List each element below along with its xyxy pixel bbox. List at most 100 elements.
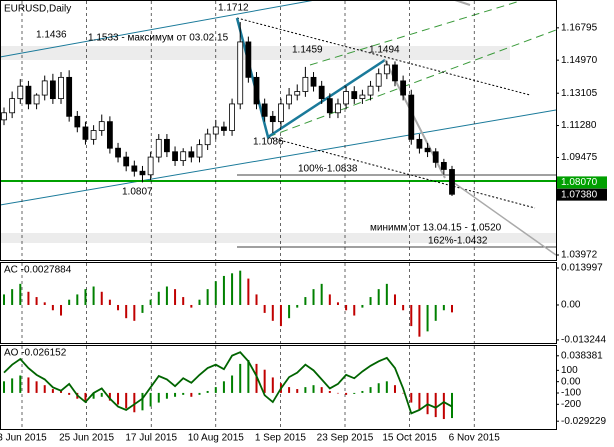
candle-body [66,76,73,117]
histogram-bar [442,392,445,420]
candle-body [253,76,260,105]
candle-body [33,94,40,105]
histogram-bar [182,297,185,305]
y-tick-label: -0.029229 [561,416,606,427]
histogram-bar [149,299,152,305]
histogram-bar [353,392,356,394]
histogram-bar [255,294,258,305]
annotation: 1.1436 [36,30,67,41]
candle-body [139,170,146,176]
histogram-bar [361,390,364,393]
histogram-bar [165,392,168,399]
candle-body [294,91,301,96]
x-tick-label: 25 Jun 2015 [59,433,114,444]
candle-body [9,98,16,114]
histogram-bar [190,392,193,397]
candle-body [392,64,398,82]
histogram-bar [141,392,144,411]
histogram-bar [385,381,388,393]
histogram-bar [182,392,185,395]
histogram-bar [43,385,46,393]
histogram-bar [141,304,144,313]
histogram-bar [296,389,299,393]
histogram-bar [27,377,30,393]
candle-body [383,64,390,75]
histogram-bar [27,291,30,305]
histogram-bar [68,299,71,305]
histogram-bar [320,283,323,305]
histogram-bar [288,387,291,393]
histogram-bar [263,369,266,393]
candle-body [221,126,227,131]
histogram-bar [222,381,225,393]
panel-title: AO -0.026152 [4,348,67,359]
histogram-bar [19,283,22,305]
candle-body [302,76,309,92]
histogram-bar [206,390,209,393]
price-marker-label: 1.08070 [561,177,598,188]
histogram-bar [149,392,152,407]
histogram-bar [133,304,136,321]
histogram-bar [11,378,14,393]
candle-body [408,94,415,140]
x-tick-label: 15 Oct 2015 [382,433,437,444]
candle-body [172,151,178,162]
candle-body [164,138,170,153]
histogram-bar [393,294,396,305]
histogram-bar [418,304,421,337]
plot [1,22,455,420]
y-tick-label: 0.00 [561,300,581,311]
candle-body [424,147,431,153]
histogram-bar [312,385,315,393]
histogram-bar [328,294,331,305]
histogram-bar [51,389,54,393]
y-tick-label: 1.03972 [561,250,598,261]
annotation: минимм от 13.04.15 - 1.0520 [370,223,502,234]
annotation: 1.1494 [369,45,400,56]
candle-body [17,85,24,100]
annotation: 162%-1.0432 [428,236,488,247]
candle-body [49,80,56,100]
histogram-bar [43,302,46,305]
histogram-bar [84,392,87,401]
histogram-bar [345,392,348,395]
histogram-bar [157,291,160,305]
candle-body [269,115,276,123]
candle-body [147,156,154,176]
histogram-bar [369,297,372,305]
candle-body [278,103,284,123]
histogram-bar [271,377,274,393]
y-tick-label: 0.013997 [561,263,603,274]
x-tick-label: 6 Nov 2015 [449,433,501,444]
histogram-bar [434,392,437,418]
grid [21,1,475,429]
candle-body [204,133,211,146]
histogram-bar [3,294,5,305]
y-tick-label: -0.013244 [561,335,606,346]
candle-body [343,91,350,105]
price-marker [557,176,607,189]
histogram-bar [402,304,405,311]
histogram-bar [353,304,356,316]
histogram-bar [19,375,22,393]
histogram-bar [336,302,339,305]
candle-body [123,156,130,167]
histogram-bar [312,289,315,305]
candle-body [359,94,366,100]
candle-body [237,41,244,105]
x-tick-label: 3 Jun 2015 [0,433,47,444]
indicator-line [3,351,453,415]
x-tick-label: 1 Sep 2015 [255,433,307,444]
histogram-bar [231,375,234,393]
candle-body [98,121,105,131]
candle-body [310,76,317,87]
histogram-bar [108,299,111,305]
candle-body [106,121,113,149]
candle-body [1,112,7,121]
histogram-bar [35,297,38,305]
histogram-bar [214,387,217,393]
y-tick-label: 1.11280 [561,120,597,131]
candle-body [245,41,252,78]
candle-body [155,138,162,158]
